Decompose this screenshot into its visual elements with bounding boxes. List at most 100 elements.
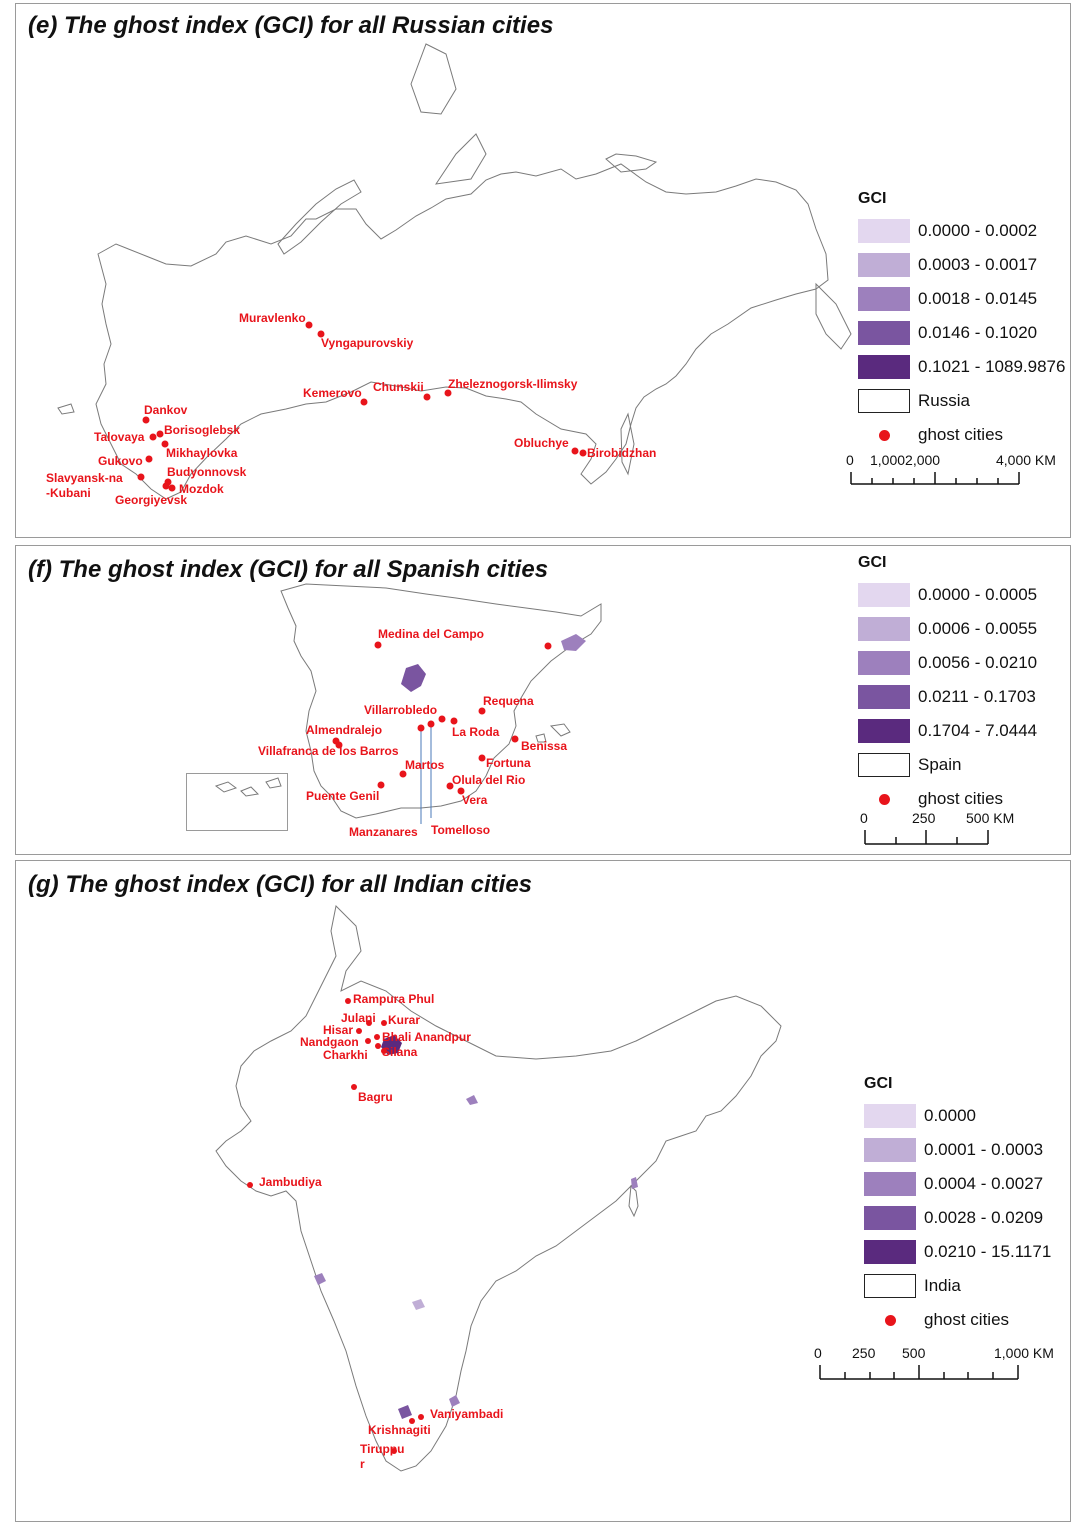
city-label-fortuna: Fortuna (486, 756, 531, 770)
ghost-dot-icon (858, 787, 910, 811)
legend-class-3: 0.0004 - 0.0027 (864, 1167, 1051, 1201)
city-label-vyngapurovskiy: Vyngapurovskiy (321, 336, 414, 350)
city-label-medina: Medina del Campo (378, 627, 484, 641)
city-label-gukovo: Gukovo (98, 454, 143, 468)
city-label-chunskii: Chunskii (373, 380, 424, 394)
city-dot-chunskii (423, 393, 431, 401)
city-label-puentegenil: Puente Genil (306, 789, 379, 803)
city-dot-charkhi (375, 1043, 381, 1049)
city-label-birobidzhan: Birobidzhan (587, 446, 656, 460)
city-label-vera: Vera (462, 793, 488, 807)
city-label-slavyansk-1: Slavyansk-na (46, 471, 123, 485)
russia-panel: Muravlenko Vyngapurovskiy Kemerovo Chuns… (15, 3, 1071, 538)
russia-panel-title: (e) The ghost index (GCI) for all Russia… (28, 12, 554, 39)
india-map: Rampura Phul Julani Kurar Hisar Bhali An… (215, 904, 782, 1472)
city-label-zheleznogorsk: Zheleznogorsk-Ilimsky (448, 377, 578, 391)
canary-islands-outline (214, 777, 282, 797)
legend-class-4: 0.0028 - 0.0209 (864, 1201, 1051, 1235)
legend-swatch (858, 583, 910, 607)
legend-class-5: 0.1021 - 1089.9876 (858, 350, 1065, 384)
city-dot-tomelloso (427, 720, 435, 728)
legend-swatch (858, 685, 910, 709)
city-label-bhali: Bhali Anandpur (382, 1030, 471, 1044)
city-dot-vera (457, 787, 465, 795)
legend-class-2: 0.0006 - 0.0055 (858, 612, 1037, 646)
city-label-muravlenko: Muravlenko (239, 311, 306, 325)
spain-panel-title: (f) The ghost index (GCI) for all Spanis… (28, 556, 549, 583)
russia-legend: GCI 0.0000 - 0.0002 0.0003 - 0.0017 0.00… (858, 190, 1065, 452)
city-label-dankov: Dankov (144, 403, 188, 417)
city-label-bagru: Bagru (358, 1090, 393, 1104)
legend-swatch (864, 1240, 916, 1264)
city-dot-bhali (374, 1034, 380, 1040)
kamchatka-outline (815, 282, 852, 350)
city-dot-georgiyevsk (162, 482, 170, 490)
hyderabad-urban (412, 1299, 425, 1310)
spain-outline (280, 583, 602, 819)
spain-ghost-cities: Medina del Campo Requena Villarrobledo A… (258, 627, 567, 839)
city-dot-olula (446, 782, 454, 790)
city-dot-hisar (356, 1028, 362, 1034)
spain-scalebar: 0 250 500 KM (860, 810, 1050, 850)
bangalore-urban (398, 1405, 412, 1419)
city-dot-silana (381, 1048, 387, 1054)
new-siberian-islands-outline (605, 153, 658, 173)
legend-title: GCI (858, 190, 887, 207)
spain-map: Medina del Campo Requena Villarrobledo A… (214, 583, 602, 839)
legend-title: GCI (864, 1075, 893, 1092)
city-label-krishnagiti: Krishnagiti (368, 1423, 431, 1437)
city-dot-mikhaylovka (161, 440, 169, 448)
city-label-villafranca: Villafranca de los Barros (258, 744, 399, 758)
sakhalin-outline (620, 412, 635, 476)
city-dot-talovaya (149, 433, 157, 441)
legend-class-3: 0.0056 - 0.0210 (858, 646, 1037, 680)
city-label-villarrobledo: Villarrobledo (364, 703, 437, 717)
legend-swatch (858, 651, 910, 675)
city-dot-martos (399, 770, 407, 778)
legend-swatch (864, 1206, 916, 1230)
city-label-obluchye: Obluchye (514, 436, 569, 450)
city-dot-puentegenil (377, 781, 385, 789)
city-label-mozdok: Mozdok (179, 482, 224, 496)
city-label-benissa: Benissa (521, 739, 567, 753)
city-label-tiruppur-1: Tiruppu (360, 1442, 404, 1456)
india-panel-title: (g) The ghost index (GCI) for all Indian… (28, 871, 533, 898)
city-dot-birobidzhan (579, 449, 587, 457)
legend-class-4: 0.0146 - 0.1020 (858, 316, 1065, 350)
city-dot-julani (366, 1020, 372, 1026)
legend-ghost: ghost cities (858, 418, 1065, 452)
city-dot-krishnagiti (409, 1418, 415, 1424)
city-label-slavyansk-2: -Kubani (46, 486, 91, 500)
india-panel: Rampura Phul Julani Kurar Hisar Bhali An… (15, 860, 1071, 1522)
city-dot-manzanares (417, 724, 425, 732)
legend-swatch (864, 1104, 916, 1128)
legend-swatch (858, 253, 910, 277)
city-dot-benissa (511, 735, 519, 743)
legend-title: GCI (858, 554, 887, 571)
balearic-outline (535, 723, 571, 743)
city-label-hisar: Hisar (323, 1023, 353, 1037)
city-dot-dankov (142, 416, 150, 424)
city-label-vaniyambadi: Vaniyambadi (430, 1407, 503, 1421)
mumbai-urban (314, 1273, 326, 1285)
city-dot-kemerovo (360, 398, 368, 406)
russia-map: Muravlenko Vyngapurovskiy Kemerovo Chuns… (46, 43, 852, 507)
city-label-tomelloso: Tomelloso (431, 823, 490, 837)
novaya-zemlya-outline (277, 179, 362, 255)
scalebar-ticks (819, 1365, 1019, 1380)
city-label-charkhi: Charkhi (323, 1048, 368, 1062)
city-label-kurar: Kurar (388, 1013, 420, 1027)
legend-class-4: 0.0211 - 0.1703 (858, 680, 1037, 714)
legend-country: Russia (858, 384, 1065, 418)
city-dot-kurar (381, 1020, 387, 1026)
chennai-urban (449, 1395, 460, 1407)
scalebar-ticks (864, 830, 989, 845)
legend-class-1: 0.0000 - 0.0005 (858, 578, 1037, 612)
city-dot-vyngapurovskiy (317, 330, 325, 338)
city-dot-mozdok (168, 484, 176, 492)
city-label-julani: Julani (341, 1011, 376, 1025)
city-label-talovaya: Talovaya (94, 430, 145, 444)
city-label-martos: Martos (405, 758, 445, 772)
canary-islands-inset (186, 773, 288, 831)
city-dot-tiruppur (391, 1448, 397, 1454)
